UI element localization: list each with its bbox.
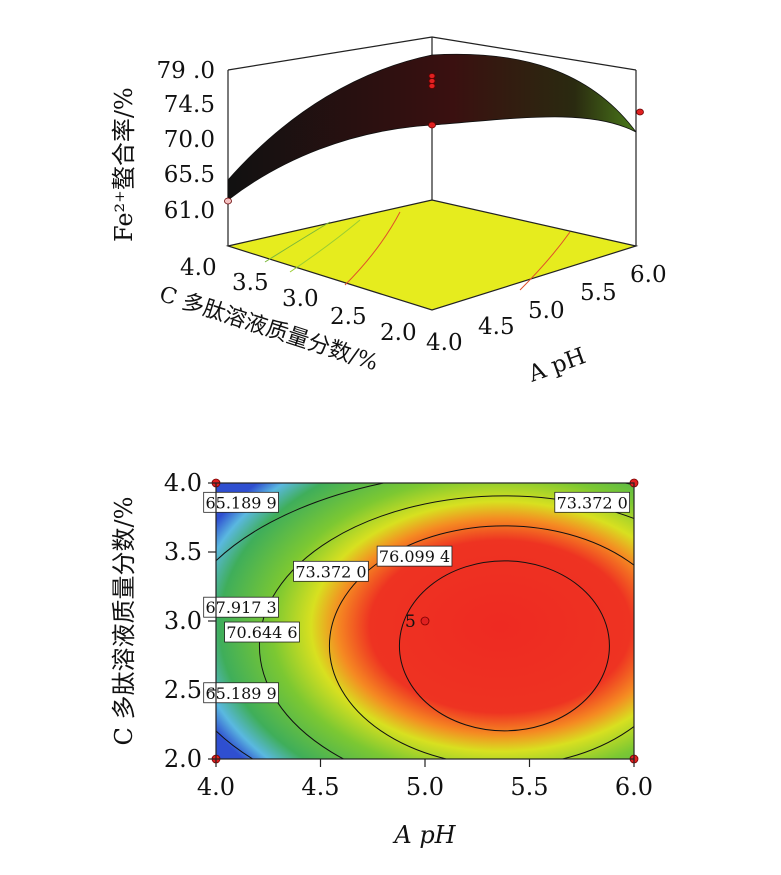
- y-tick-label: 4.0: [164, 469, 202, 497]
- contour-labels: 65.189 9 65.189 9 67.917 3 70.644 6 73.372 0…: [203, 491, 630, 704]
- z-tick-label: 74.5: [164, 92, 215, 118]
- contour-line: [328, 525, 634, 759]
- x-tick-label: 6.0: [630, 262, 667, 288]
- floor-plane: [225, 199, 639, 311]
- z-tick-label: 61.0: [164, 198, 215, 224]
- response-surface: [227, 53, 637, 201]
- y-tick-label: 2.0: [164, 745, 202, 773]
- y-tick-label: 2.0: [380, 320, 417, 346]
- y-axis: 4.0 3.5 3.0 2.5 2.0: [180, 255, 417, 346]
- center-point-label: 5: [405, 612, 416, 632]
- contour-line: [398, 560, 610, 732]
- contour-label-box: [203, 596, 279, 618]
- x-tick-label: 5.0: [406, 773, 444, 801]
- z-tick-label: 65.5: [164, 162, 215, 188]
- y-tick-label: 3.0: [282, 286, 319, 312]
- x-axis-title: A pH: [392, 821, 456, 849]
- y-tick-label: 4.0: [180, 255, 217, 281]
- y-tick-label: 3.5: [232, 270, 269, 296]
- contour-label-box: [224, 621, 300, 643]
- contour-label: 70.644 6: [226, 623, 297, 642]
- surface-design-points: [224, 73, 644, 205]
- contour-label-box: [293, 560, 369, 582]
- y-axis-title: C 多肽溶液质量分数/%: [110, 497, 138, 746]
- z-axis: 79 .0 74.5 70.0 65.5 61.0: [156, 58, 215, 224]
- x-tick-label: 4.0: [426, 330, 463, 356]
- response-surface-chart: 79 .0 74.5 70.0 65.5 61.0 Fe²⁺螯合率/% 4.0 …: [110, 36, 667, 388]
- x-tick-label: 5.0: [528, 298, 565, 324]
- z-axis-title: Fe²⁺螯合率/%: [110, 87, 138, 242]
- contour-label: 73.372 0: [295, 562, 366, 581]
- y-axis: 2.0 2.5 3.0 3.5 4.0: [164, 469, 216, 773]
- contour-label: 65.189 9: [205, 684, 276, 703]
- y-tick-label: 3.5: [164, 538, 202, 566]
- y-tick-label: 2.5: [164, 676, 202, 704]
- x-axis: 4.0 4.5 5.0 5.5 6.0: [197, 759, 653, 801]
- x-axis: 4.0 4.5 5.0 5.5 6.0: [426, 262, 667, 356]
- x-tick-label: 5.5: [510, 773, 548, 801]
- x-tick-label: 4.5: [478, 314, 515, 340]
- contour-label-box: [203, 491, 279, 513]
- x-tick-label: 4.5: [301, 773, 339, 801]
- contour-plot-area: 65.189 9 65.189 9 67.917 3 70.644 6 73.372 0…: [203, 478, 639, 764]
- y-tick-label: 2.5: [330, 304, 367, 330]
- contour-label-box: [376, 545, 453, 567]
- z-tick-label: 79 .0: [156, 58, 215, 84]
- contour-line: [258, 495, 634, 759]
- x-tick-label: 5.5: [580, 280, 617, 306]
- contour-chart: 65.189 9 65.189 9 67.917 3 70.644 6 73.372 0…: [110, 469, 653, 849]
- contour-label: 65.189 9: [205, 493, 276, 512]
- x-tick-label: 4.0: [197, 773, 235, 801]
- contour-label: 67.917 3: [205, 598, 276, 617]
- contour-label-box: [554, 491, 630, 513]
- contour-label: 73.372 0: [557, 493, 628, 512]
- z-tick-label: 70.0: [164, 127, 215, 153]
- contour-label-box: [203, 682, 279, 704]
- x-axis-title: A pH: [524, 343, 589, 388]
- x-tick-label: 6.0: [615, 773, 653, 801]
- y-tick-label: 3.0: [164, 607, 202, 635]
- design-point: [420, 616, 430, 626]
- floor-contours: [264, 211, 571, 291]
- contour-lines: [216, 483, 634, 759]
- contour-label: 76.099 4: [379, 547, 450, 566]
